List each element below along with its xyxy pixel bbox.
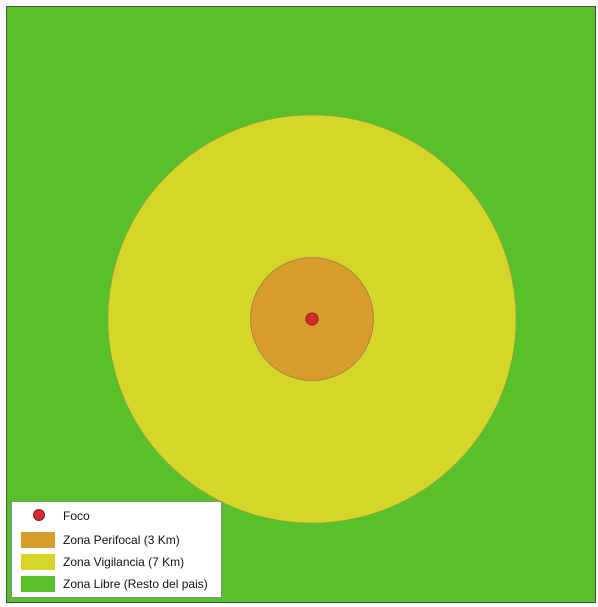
legend-item-surveillance: Zona Vigilancia (7 Km) <box>17 551 221 573</box>
legend-item-focus: Foco <box>17 505 221 527</box>
legend-label-free: Zona Libre (Resto del pais) <box>63 577 208 591</box>
legend-perifocal-swatch <box>21 532 55 548</box>
map-legend: Foco Zona Perifocal (3 Km) Zona Vigilanc… <box>11 501 222 598</box>
legend-label-focus: Foco <box>63 509 90 523</box>
focus-point <box>305 312 319 326</box>
legend-surveillance-swatch <box>21 554 55 570</box>
legend-free-swatch <box>21 576 55 592</box>
legend-item-perifocal: Zona Perifocal (3 Km) <box>17 529 221 551</box>
legend-label-perifocal: Zona Perifocal (3 Km) <box>63 533 180 547</box>
legend-label-surveillance: Zona Vigilancia (7 Km) <box>63 555 185 569</box>
legend-focus-symbol <box>33 509 45 521</box>
legend-item-free: Zona Libre (Resto del pais) <box>17 573 221 595</box>
